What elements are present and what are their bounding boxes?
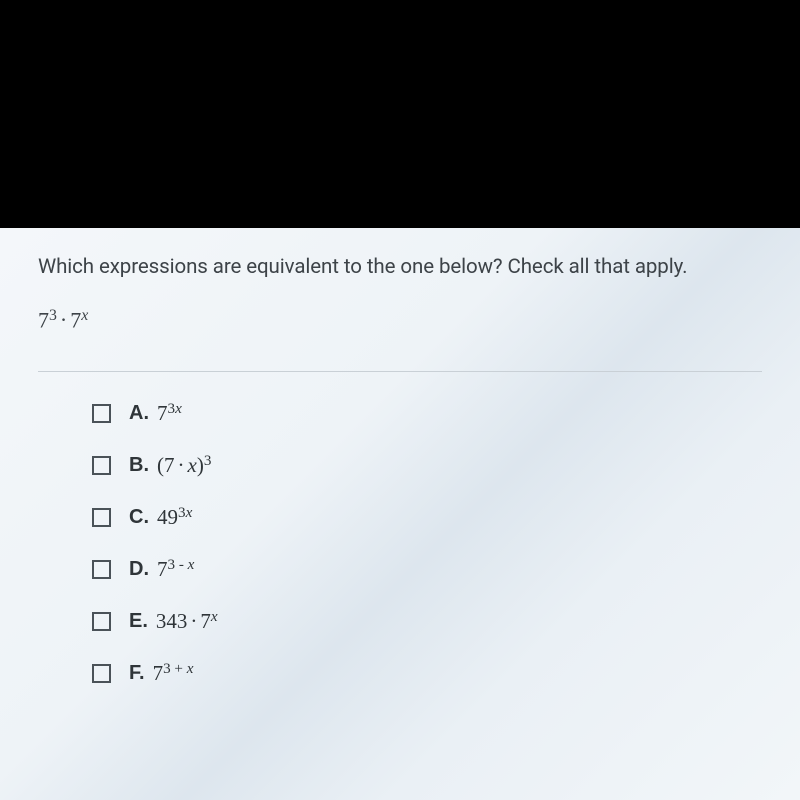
- checkbox-icon[interactable]: [92, 404, 111, 423]
- option-a[interactable]: A. 73x: [92, 400, 762, 426]
- options-list: A. 73x B. (7·x)3 C. 493x D. 73 - x: [38, 400, 762, 686]
- expr-exp-2: x: [81, 307, 88, 324]
- worksheet-page: Which expressions are equivalent to the …: [0, 228, 800, 800]
- option-letter: B.: [129, 454, 149, 477]
- option-letter: E.: [129, 610, 148, 633]
- checkbox-icon[interactable]: [92, 612, 111, 631]
- given-expression: 73·7x: [38, 306, 762, 333]
- expr-operator: ·: [57, 307, 70, 332]
- expr-base-1: 7: [38, 307, 49, 332]
- option-expression: (7·x)3: [157, 452, 211, 478]
- checkbox-icon[interactable]: [92, 508, 111, 527]
- checkbox-icon[interactable]: [92, 664, 111, 683]
- option-e[interactable]: E. 343·7x: [92, 608, 762, 634]
- option-expression: 73 - x: [157, 556, 194, 582]
- option-b[interactable]: B. (7·x)3: [92, 452, 762, 478]
- option-f[interactable]: F. 73 + x: [92, 660, 762, 686]
- option-expression: 73 + x: [153, 660, 194, 686]
- option-expression: 493x: [157, 504, 192, 530]
- option-letter: C.: [129, 506, 149, 529]
- section-divider: [38, 371, 762, 372]
- checkbox-icon[interactable]: [92, 456, 111, 475]
- option-expression: 73x: [157, 400, 182, 426]
- option-letter: D.: [129, 558, 149, 581]
- expr-exp-1: 3: [49, 307, 57, 324]
- option-letter: F.: [129, 662, 145, 685]
- expr-base-2: 7: [70, 307, 81, 332]
- option-d[interactable]: D. 73 - x: [92, 556, 762, 582]
- question-text: Which expressions are equivalent to the …: [38, 252, 762, 284]
- option-letter: A.: [129, 402, 149, 425]
- option-c[interactable]: C. 493x: [92, 504, 762, 530]
- option-expression: 343·7x: [156, 608, 218, 634]
- checkbox-icon[interactable]: [92, 560, 111, 579]
